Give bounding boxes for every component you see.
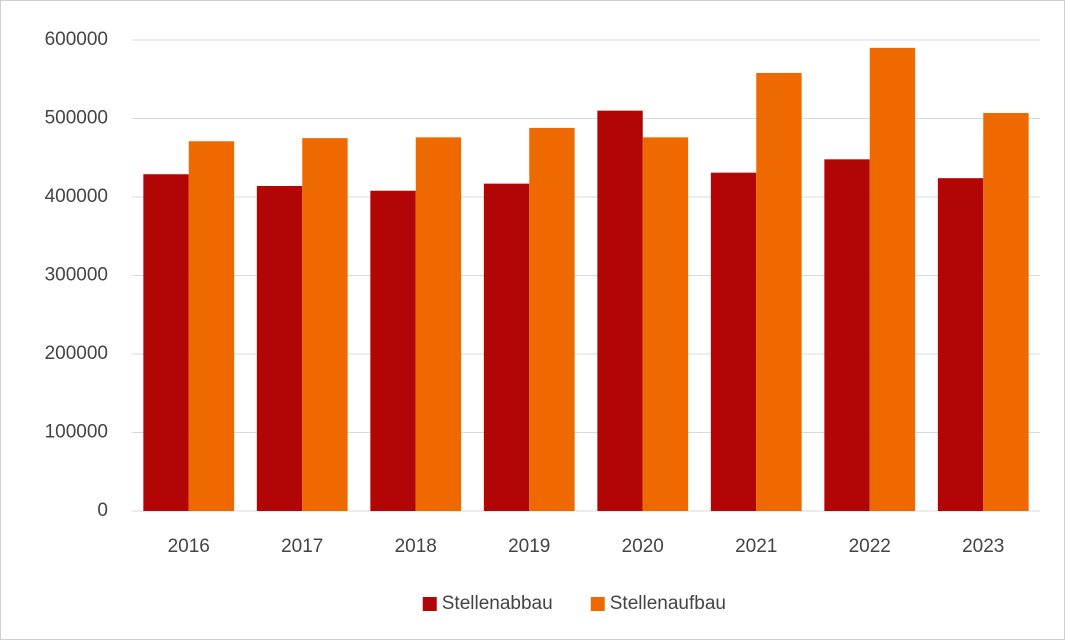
x-tick-label: 2019 — [508, 536, 550, 557]
bar — [188, 141, 235, 511]
y-tick-label: 500000 — [45, 108, 108, 129]
bar — [597, 110, 643, 512]
legend-label: Stellenabbau — [442, 593, 553, 614]
bar — [642, 137, 689, 511]
legend-swatch — [422, 597, 437, 611]
bar — [483, 183, 530, 511]
bar — [256, 186, 303, 511]
bar — [937, 178, 984, 511]
x-tick-label: 2022 — [849, 536, 891, 557]
bar — [302, 138, 348, 511]
bar — [869, 47, 916, 511]
y-tick-label: 200000 — [45, 343, 108, 364]
bar — [370, 190, 416, 511]
bar — [824, 159, 870, 511]
y-tick-label: 400000 — [45, 186, 108, 207]
bar — [415, 137, 462, 511]
x-tick-label: 2016 — [168, 536, 210, 557]
y-tick-label: 300000 — [45, 265, 108, 286]
bar — [756, 72, 802, 511]
bar — [143, 174, 189, 512]
x-tick-label: 2020 — [622, 536, 664, 557]
y-tick-label: 600000 — [45, 29, 108, 50]
bar — [983, 113, 1029, 511]
legend-swatch — [590, 597, 605, 611]
legend-label: Stellenaufbau — [610, 593, 726, 614]
y-tick-label: 100000 — [45, 422, 108, 443]
bar — [710, 172, 757, 512]
bar — [529, 127, 575, 512]
x-tick-label: 2023 — [962, 536, 1004, 557]
x-tick-label: 2018 — [395, 536, 437, 557]
x-tick-label: 2021 — [735, 536, 777, 557]
y-tick-label: 0 — [97, 500, 108, 521]
x-tick-label: 2017 — [281, 536, 323, 557]
